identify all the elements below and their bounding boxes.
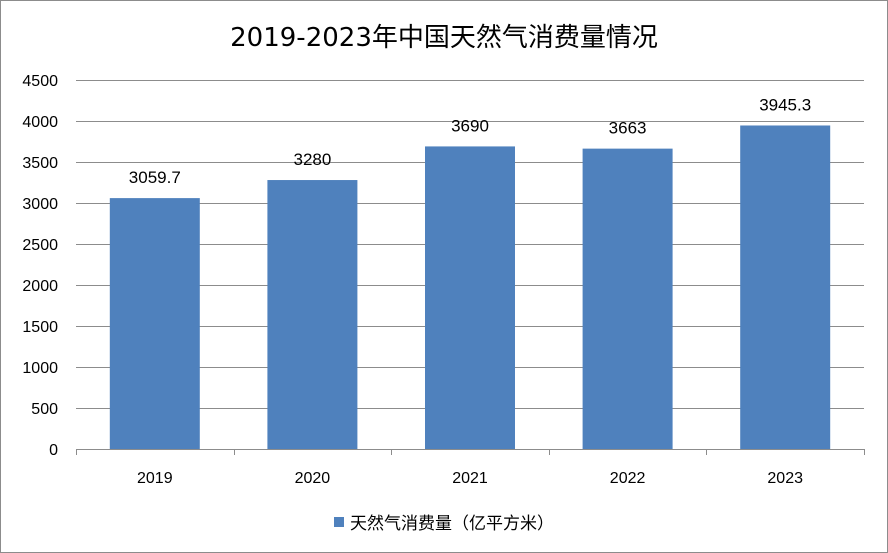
legend-swatch	[334, 516, 344, 527]
bar-2020	[267, 180, 358, 450]
x-tick-label-2021: 2021	[452, 470, 488, 487]
y-tick-label: 1500	[22, 319, 58, 336]
x-tick-label-2022: 2022	[610, 470, 646, 487]
y-tick-label: 4500	[22, 73, 58, 90]
legend: 天然气消费量（亿平方米）	[0, 509, 888, 534]
data-label-2022: 3663	[609, 119, 647, 138]
y-tick-label: 4000	[22, 114, 58, 131]
y-tick-label: 2500	[22, 237, 58, 254]
chart-title: 2019-2023年中国天然气消费量情况	[230, 23, 658, 53]
y-tick-labels: 0 500 1000 1500 2000 2500 3000 3500 4000 4500	[22, 73, 58, 459]
x-tick-labels: 2019 2020 2021 2022 2023	[137, 470, 803, 487]
x-tick-label-2019: 2019	[137, 470, 173, 487]
bar-2019	[109, 198, 200, 449]
y-tick-label: 1000	[22, 360, 58, 377]
axes	[76, 449, 865, 455]
data-label-2020: 3280	[293, 150, 331, 169]
legend-label: 天然气消费量（亿平方米）	[350, 514, 554, 534]
data-label-2023: 3945.3	[759, 95, 811, 114]
bar-2021	[425, 146, 515, 450]
bar-2023	[740, 125, 831, 449]
y-tick-label: 3000	[22, 196, 58, 213]
x-tick-label-2020: 2020	[295, 470, 331, 487]
y-tick-label: 3500	[22, 155, 58, 172]
y-tick-label: 2000	[22, 278, 58, 295]
y-tick-label: 0	[49, 442, 58, 459]
data-labels: 3059.7 3280 3690 3663 3945.3	[129, 95, 811, 187]
bars	[109, 125, 831, 450]
data-label-2019: 3059.7	[129, 168, 181, 187]
data-label-2021: 3690	[451, 116, 489, 135]
bar-2022	[582, 148, 673, 449]
x-tick-label-2023: 2023	[767, 470, 803, 487]
y-tick-label: 500	[31, 401, 58, 418]
